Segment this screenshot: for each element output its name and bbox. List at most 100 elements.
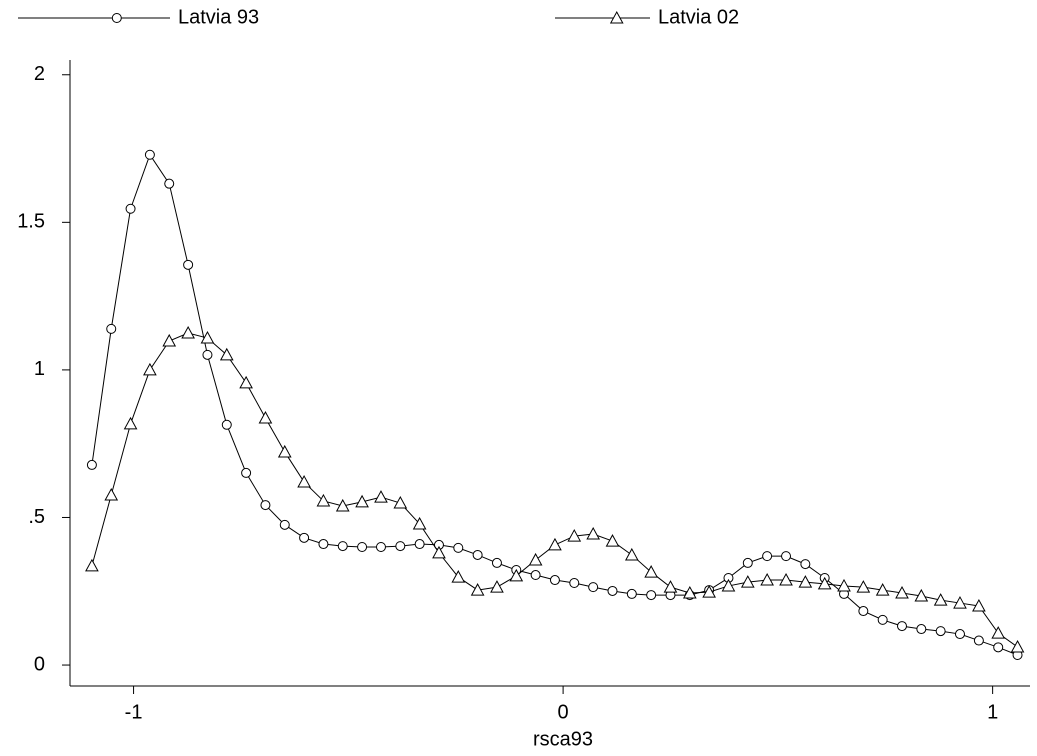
data-point [549, 575, 560, 586]
data-point [374, 490, 388, 503]
data-point [200, 330, 215, 344]
data-point [451, 570, 466, 583]
data-point [721, 578, 736, 592]
data-point [85, 558, 99, 572]
y-tick-label: 1.5 [17, 211, 45, 233]
data-point [953, 596, 967, 609]
data-point [762, 551, 773, 562]
data-point [395, 541, 406, 552]
y-tick-label: 1 [34, 358, 45, 380]
data-point [935, 626, 946, 637]
data-point [239, 375, 253, 389]
data-point [355, 494, 369, 508]
data-point [143, 362, 157, 376]
data-point [277, 444, 292, 458]
data-point [954, 629, 965, 640]
x-axis-title: rsca93 [533, 728, 593, 750]
data-point [588, 582, 599, 593]
data-point [897, 621, 907, 632]
data-point [528, 552, 543, 566]
legend-marker [609, 10, 624, 24]
data-point [973, 635, 984, 646]
data-point [316, 493, 331, 507]
data-point [875, 583, 890, 596]
data-point [837, 578, 851, 592]
data-point [453, 542, 464, 553]
data-point [393, 495, 408, 509]
data-point [183, 259, 194, 270]
data-point [663, 580, 678, 593]
y-tick-label: 0 [34, 653, 45, 675]
data-point [626, 588, 637, 599]
data-point [800, 559, 811, 570]
data-point [470, 583, 485, 596]
data-point [144, 149, 155, 160]
series-line [91, 332, 1018, 648]
data-point [877, 614, 888, 625]
data-point [202, 349, 213, 360]
data-point [335, 498, 350, 512]
data-point [490, 580, 504, 593]
data-point [260, 500, 271, 511]
data-point [219, 347, 234, 361]
data-point [972, 598, 986, 612]
data-point [991, 626, 1006, 639]
data-point [644, 565, 658, 578]
y-tick-label: .5 [28, 506, 45, 528]
data-point [646, 590, 657, 601]
data-point [181, 325, 195, 339]
legend-label: Latvia 93 [178, 6, 259, 28]
data-point [916, 624, 927, 635]
data-point [432, 545, 446, 559]
data-point [586, 526, 601, 540]
data-point [357, 541, 368, 552]
x-tick-label: 1 [987, 701, 998, 723]
data-point [567, 529, 582, 542]
data-point [993, 642, 1004, 653]
data-point [740, 575, 755, 588]
data-point [856, 580, 871, 593]
data-point [491, 557, 502, 568]
data-point [86, 459, 97, 470]
data-point [624, 547, 639, 561]
data-point [337, 541, 348, 552]
data-point [318, 539, 329, 550]
data-point [123, 416, 138, 430]
data-point [682, 585, 697, 599]
data-point [548, 537, 562, 551]
x-tick-label: 0 [558, 701, 569, 723]
data-point [605, 534, 620, 547]
data-point [569, 577, 580, 588]
data-point [241, 467, 252, 478]
data-point [895, 585, 909, 599]
data-point [509, 568, 524, 582]
data-point [817, 576, 832, 590]
data-point [933, 593, 948, 606]
data-point [798, 575, 813, 588]
data-point [299, 532, 310, 543]
data-point [530, 570, 541, 581]
data-point [607, 585, 618, 596]
y-tick-label: 2 [34, 63, 45, 85]
data-point [781, 551, 792, 562]
data-point [412, 516, 427, 530]
data-point [375, 541, 386, 552]
data-point [164, 178, 175, 189]
data-point [297, 475, 311, 488]
data-point [742, 557, 753, 568]
data-point [702, 585, 716, 598]
data-point [858, 606, 869, 617]
legend-marker [111, 13, 122, 23]
data-point [162, 333, 177, 347]
data-point [258, 410, 273, 424]
legend-label: Latvia 02 [658, 6, 739, 28]
data-point [104, 487, 119, 501]
data-point [779, 572, 793, 586]
x-tick-label: -1 [125, 701, 143, 723]
data-point [221, 419, 232, 430]
data-point [279, 519, 290, 530]
data-point [414, 539, 425, 550]
data-point [914, 588, 929, 602]
data-point [1010, 639, 1025, 653]
data-point [125, 203, 136, 214]
